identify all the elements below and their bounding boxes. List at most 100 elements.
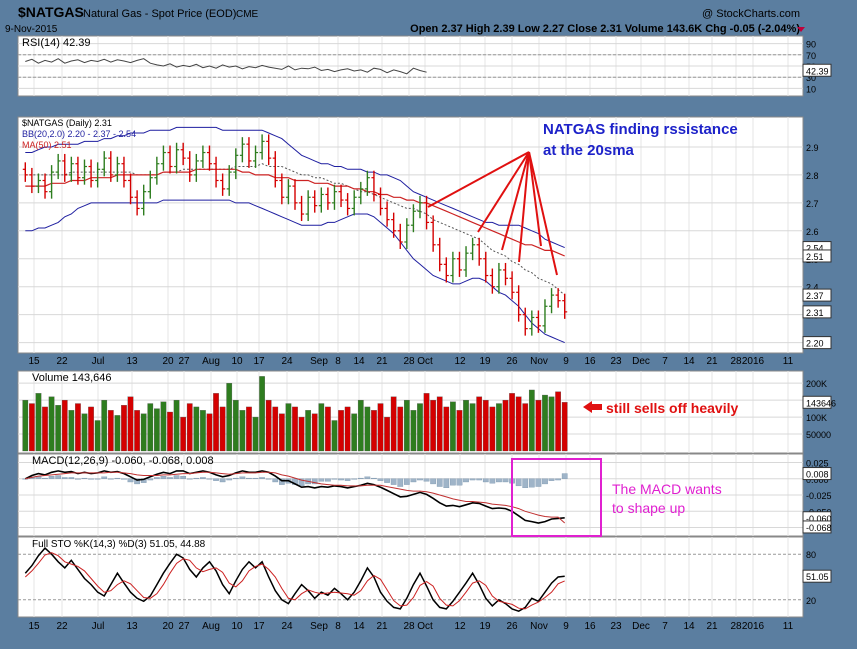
price-y-tick: 2.9 xyxy=(806,143,819,153)
macd-histogram-bar xyxy=(476,478,483,481)
volume-bar xyxy=(403,399,410,452)
macd-histogram-bar xyxy=(200,477,206,479)
macd-histogram-bar xyxy=(48,475,55,479)
x-tick-label: 12 xyxy=(454,356,466,367)
price-y-tick: 2.7 xyxy=(806,199,819,209)
volume-bar xyxy=(443,406,450,452)
x-tick-label: 17 xyxy=(253,621,265,632)
macd-histogram-bar xyxy=(338,478,344,481)
macd-histogram-bar xyxy=(219,478,226,483)
macd-histogram-bar xyxy=(351,478,358,480)
volume-bar xyxy=(417,403,423,452)
macd-histogram-bar xyxy=(101,476,108,479)
x-tick-label: 7 xyxy=(662,621,668,632)
volume-bar xyxy=(298,416,305,452)
volume-bar xyxy=(48,396,55,452)
volume-bar xyxy=(515,396,522,452)
volume-bar xyxy=(107,410,114,452)
rsi-line xyxy=(25,58,427,75)
macd-histogram-bar xyxy=(371,477,377,479)
x-tick-label: Nov xyxy=(530,356,548,367)
macd-histogram-bar xyxy=(186,478,193,480)
volume-bar xyxy=(555,391,561,452)
x-tick-label: Oct xyxy=(417,621,433,632)
volume-bar xyxy=(476,396,483,452)
x-tick-label: 14 xyxy=(353,356,365,367)
macd-histogram-bar xyxy=(134,478,140,485)
bb-upper-line xyxy=(25,126,565,249)
macd-histogram-bar xyxy=(88,478,94,480)
x-tick-label: 11 xyxy=(783,621,794,632)
x-tick-label: Nov xyxy=(530,621,548,632)
volume-bar xyxy=(384,416,390,452)
macd-histogram-bar xyxy=(377,478,384,481)
arrow-line xyxy=(518,151,530,263)
volume-bar xyxy=(140,413,147,452)
volume-y-tick: 50000 xyxy=(806,430,831,440)
macd-histogram-bar xyxy=(515,478,522,487)
sto-legend: Full STO %K(14,3) %D(3) 51.05, 44.88 xyxy=(32,539,206,550)
sto-y-tick: 80 xyxy=(806,550,816,560)
volume-bar xyxy=(482,399,489,452)
macd-histogram-bar xyxy=(344,478,351,481)
macd-histogram-bar xyxy=(311,478,318,485)
volume-bar xyxy=(528,389,535,452)
macd-histogram-bar xyxy=(469,478,476,481)
sto-last-value: 51.05 xyxy=(806,572,829,582)
chevron-down-icon xyxy=(797,27,805,32)
axis-ticks: 15 15 22 22 Jul Jul 13 13 20 20 27 27 Aug Aug 10 10 17 17… xyxy=(28,40,836,632)
volume-bar xyxy=(430,399,436,452)
macd-histogram-bar xyxy=(232,477,239,479)
volume-bar xyxy=(285,403,292,452)
volume-bar xyxy=(535,399,542,452)
x-tick-label: 20 xyxy=(162,621,174,632)
volume-bar xyxy=(489,406,496,452)
symbol-description: Natural Gas - Spot Price (EOD) xyxy=(83,8,236,20)
x-tick-label: 24 xyxy=(281,621,293,632)
volume-bar xyxy=(397,406,404,452)
volume-bar xyxy=(246,406,252,452)
macd-histogram-bar xyxy=(259,477,265,479)
macd-y-tick: 0.025 xyxy=(806,459,829,469)
x-tick-label: Sep xyxy=(310,621,328,632)
volume-bar xyxy=(410,410,417,452)
macd-histogram-bar xyxy=(114,477,121,479)
volume-bar xyxy=(213,393,219,452)
x-tick-label: 2016 xyxy=(742,356,765,367)
volume-bar xyxy=(259,376,265,452)
volume-bar xyxy=(68,410,75,452)
macd-histogram-bar xyxy=(522,478,529,489)
x-tick-label: 9 xyxy=(563,621,569,632)
volume-bar xyxy=(325,406,331,452)
x-tick-label: 7 xyxy=(662,356,668,367)
macd-histogram-bar xyxy=(160,475,167,479)
volume-bar xyxy=(371,410,377,452)
macd-histogram-bar xyxy=(193,477,200,479)
x-tick-label: 13 xyxy=(126,356,138,367)
volume-y-tick: 100K xyxy=(806,413,827,423)
volume-bar xyxy=(318,403,325,452)
volume-bar xyxy=(278,413,285,452)
volume-bar xyxy=(42,406,48,452)
volume-bar xyxy=(305,410,312,452)
ma50-legend: MA(50) 2.51 xyxy=(22,140,72,150)
macd-histogram-bar xyxy=(482,478,489,483)
x-tick-label: 24 xyxy=(281,356,293,367)
price-last-value: 2.54 xyxy=(806,244,824,254)
sto-d-line xyxy=(24,552,565,610)
x-tick-label: 20 xyxy=(162,356,174,367)
volume-bar xyxy=(338,410,344,452)
macd-histogram-bar xyxy=(213,478,219,481)
macd-histogram-bar xyxy=(436,478,443,487)
bb-middle-line xyxy=(25,163,566,296)
bb-legend: BB(20,2.0) 2.20 - 2.37 - 2.54 xyxy=(22,129,136,139)
volume-last-value-box xyxy=(802,395,832,409)
macd-histogram-bar xyxy=(548,478,555,481)
x-tick-label: 21 xyxy=(706,621,718,632)
x-tick-label: 27 xyxy=(178,356,190,367)
macd-histogram-bar xyxy=(246,477,252,479)
volume-arrow-icon xyxy=(583,401,602,413)
rsi-y-tick: 90 xyxy=(806,40,816,50)
macd-last-value-box xyxy=(802,467,832,481)
